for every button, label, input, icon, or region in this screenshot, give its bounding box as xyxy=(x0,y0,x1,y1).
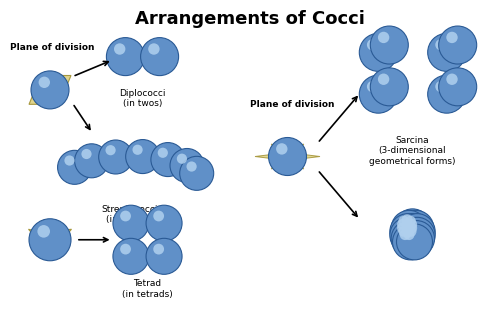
Ellipse shape xyxy=(360,75,398,113)
Ellipse shape xyxy=(398,220,434,257)
Ellipse shape xyxy=(186,162,196,171)
Ellipse shape xyxy=(74,144,108,178)
Polygon shape xyxy=(38,229,72,250)
Ellipse shape xyxy=(58,150,92,184)
Ellipse shape xyxy=(404,229,414,240)
Ellipse shape xyxy=(402,214,412,225)
Ellipse shape xyxy=(390,217,426,253)
Polygon shape xyxy=(29,76,71,104)
Ellipse shape xyxy=(132,145,142,155)
Ellipse shape xyxy=(398,210,434,246)
Ellipse shape xyxy=(402,219,412,230)
Ellipse shape xyxy=(400,229,410,240)
Ellipse shape xyxy=(396,224,432,260)
Ellipse shape xyxy=(436,39,446,51)
Ellipse shape xyxy=(394,214,430,250)
Text: Streptococci
(in chains): Streptococci (in chains) xyxy=(102,205,158,224)
Ellipse shape xyxy=(378,74,390,85)
Ellipse shape xyxy=(378,32,390,43)
Ellipse shape xyxy=(391,210,427,246)
Ellipse shape xyxy=(146,238,182,274)
Ellipse shape xyxy=(113,205,149,241)
Polygon shape xyxy=(271,144,304,169)
Ellipse shape xyxy=(177,154,187,164)
Polygon shape xyxy=(28,229,62,250)
Ellipse shape xyxy=(82,149,92,159)
Ellipse shape xyxy=(406,223,417,233)
Ellipse shape xyxy=(390,214,426,250)
Ellipse shape xyxy=(367,81,378,92)
Ellipse shape xyxy=(394,217,430,253)
Ellipse shape xyxy=(154,244,164,254)
Ellipse shape xyxy=(397,219,408,230)
Ellipse shape xyxy=(406,226,416,237)
Ellipse shape xyxy=(370,68,408,106)
Ellipse shape xyxy=(151,143,185,176)
Ellipse shape xyxy=(428,33,466,71)
Ellipse shape xyxy=(268,138,306,175)
Ellipse shape xyxy=(64,156,74,166)
Ellipse shape xyxy=(360,33,398,71)
Ellipse shape xyxy=(276,143,287,155)
Ellipse shape xyxy=(120,244,131,254)
Text: Arrangements of Cocci: Arrangements of Cocci xyxy=(135,10,365,28)
Ellipse shape xyxy=(405,216,416,226)
Text: Tetrad
(in tetrads): Tetrad (in tetrads) xyxy=(122,279,173,299)
Ellipse shape xyxy=(446,74,458,85)
Ellipse shape xyxy=(399,217,435,253)
Ellipse shape xyxy=(154,210,164,221)
Ellipse shape xyxy=(140,38,178,76)
Ellipse shape xyxy=(98,140,132,174)
Ellipse shape xyxy=(402,223,412,233)
Ellipse shape xyxy=(113,238,149,274)
Ellipse shape xyxy=(106,38,144,76)
Ellipse shape xyxy=(438,68,476,106)
Ellipse shape xyxy=(392,224,428,260)
Ellipse shape xyxy=(170,149,204,182)
Ellipse shape xyxy=(38,225,50,238)
Text: Sarcina
(3-dimensional
geometrical forms): Sarcina (3-dimensional geometrical forms… xyxy=(369,136,456,166)
Ellipse shape xyxy=(399,214,435,250)
Ellipse shape xyxy=(146,205,182,241)
Text: Plane of division: Plane of division xyxy=(10,43,94,52)
Ellipse shape xyxy=(428,75,466,113)
Polygon shape xyxy=(255,153,320,161)
Ellipse shape xyxy=(397,223,408,233)
Ellipse shape xyxy=(126,140,160,173)
Ellipse shape xyxy=(446,32,458,43)
Ellipse shape xyxy=(406,219,417,230)
Ellipse shape xyxy=(370,26,408,64)
Ellipse shape xyxy=(436,81,446,92)
Ellipse shape xyxy=(180,156,214,190)
Ellipse shape xyxy=(148,43,160,55)
Ellipse shape xyxy=(29,219,71,261)
Ellipse shape xyxy=(394,209,430,245)
Ellipse shape xyxy=(31,71,69,109)
Ellipse shape xyxy=(106,145,116,155)
Text: Plane of division: Plane of division xyxy=(250,100,334,109)
Ellipse shape xyxy=(395,220,431,257)
Ellipse shape xyxy=(398,226,409,237)
Ellipse shape xyxy=(438,26,476,64)
Ellipse shape xyxy=(367,39,378,51)
Ellipse shape xyxy=(391,220,427,257)
Ellipse shape xyxy=(120,210,131,221)
Ellipse shape xyxy=(114,43,126,55)
Polygon shape xyxy=(271,144,304,169)
Ellipse shape xyxy=(38,77,50,88)
Ellipse shape xyxy=(398,216,409,226)
Text: Diplococci
(in twos): Diplococci (in twos) xyxy=(120,89,166,108)
Ellipse shape xyxy=(158,148,168,158)
Ellipse shape xyxy=(402,226,413,237)
